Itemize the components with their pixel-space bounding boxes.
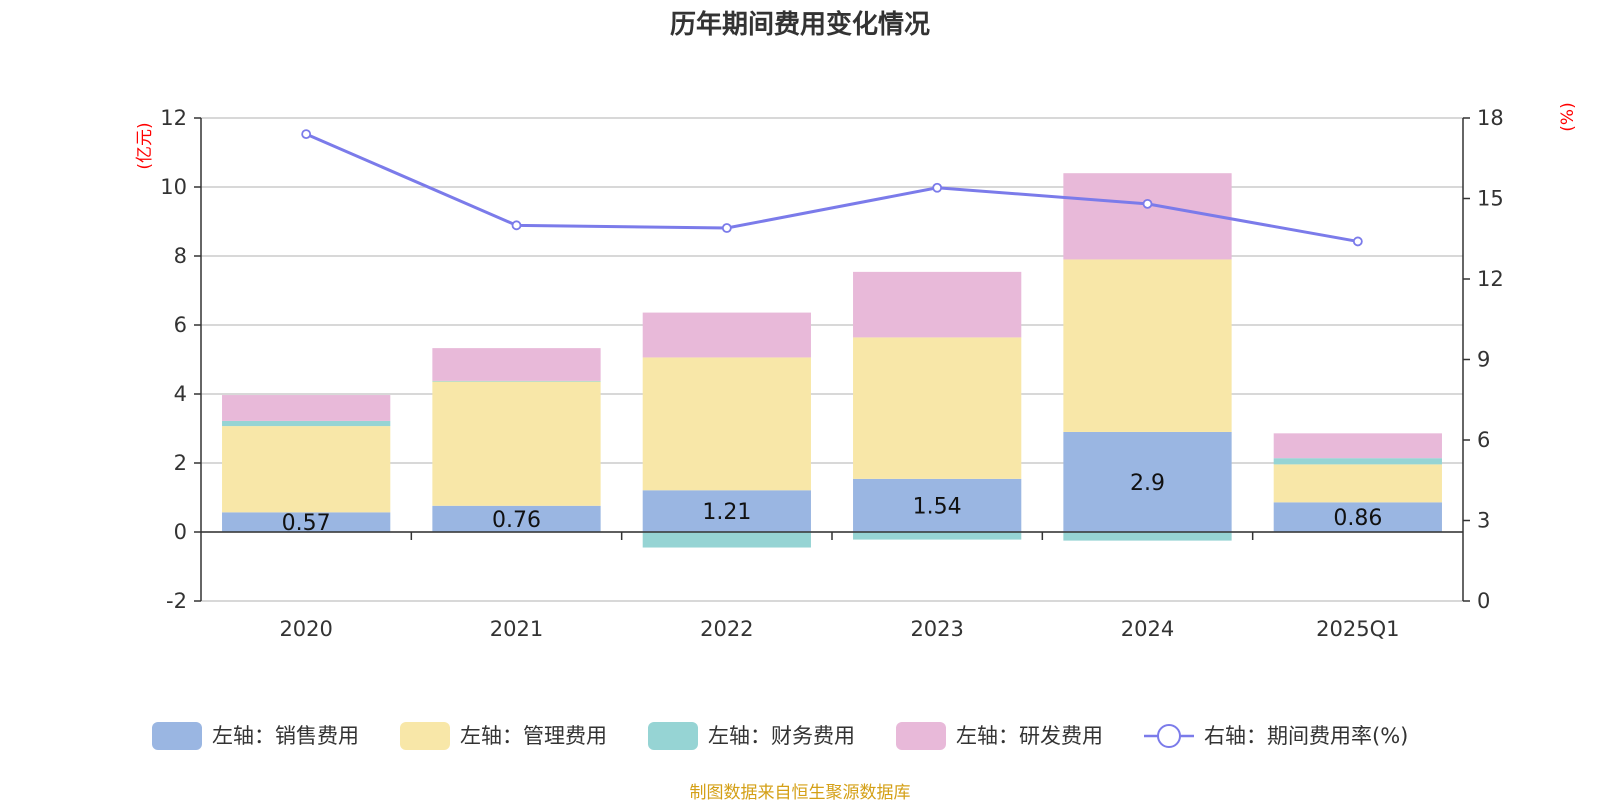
data-label: 2.9: [1130, 471, 1165, 496]
x-axis-tick-label: 2022: [700, 617, 753, 641]
bar-segment: [432, 380, 601, 382]
x-axis-tick-label: 2024: [1121, 617, 1174, 641]
legend-label: 左轴：管理费用: [460, 724, 607, 748]
legend-swatch: [152, 722, 202, 750]
bar-segment: [432, 348, 601, 381]
rate-point: [932, 182, 943, 193]
bar-segment: [222, 512, 391, 532]
chart-title: 历年期间费用变化情况: [669, 10, 930, 40]
bar-segment: [1273, 458, 1442, 465]
data-label: 0.76: [492, 508, 541, 533]
bar-segment: [1273, 502, 1442, 532]
bar-segment: [642, 532, 811, 548]
left-axis-tick-label: -2: [166, 589, 187, 613]
right-axis-tick-label: 0: [1477, 589, 1490, 613]
legend-swatch: [400, 722, 450, 750]
left-axis-tick-label: 12: [160, 106, 187, 130]
right-axis-tick-label: 12: [1477, 267, 1504, 291]
left-axis-tick-label: 6: [174, 313, 187, 337]
bar-segment: [1273, 464, 1442, 503]
bar-segment: [642, 312, 811, 358]
right-axis-unit: (%): [1558, 102, 1578, 131]
left-axis-tick-label: 2: [174, 451, 187, 475]
legend-swatch: [896, 722, 946, 750]
left-axis-tick-label: 8: [174, 244, 187, 268]
x-axis-tick-label: 2023: [910, 617, 963, 641]
bar-segment: [853, 271, 1022, 338]
data-label: 1.21: [702, 500, 751, 525]
bar-segment: [1063, 532, 1232, 541]
left-axis-tick-label: 0: [174, 520, 187, 544]
rate-line: [305, 132, 1359, 243]
bar-segment: [222, 395, 391, 421]
right-axis-tick-label: 15: [1477, 187, 1504, 211]
legend-label: 左轴：研发费用: [956, 724, 1103, 748]
left-axis-unit: (亿元): [135, 122, 155, 169]
legend-swatch: [648, 722, 698, 750]
left-axis-tick-label: 4: [174, 382, 187, 406]
bar-segment: [642, 357, 811, 491]
rate-point: [301, 129, 312, 140]
legend-label: 左轴：财务费用: [708, 724, 855, 748]
x-axis-tick-label: 2020: [279, 617, 332, 641]
source-footer: 制图数据来自恒生聚源数据库: [689, 783, 911, 803]
right-axis-tick-label: 6: [1477, 428, 1490, 452]
rate-point: [511, 220, 522, 231]
x-axis-tick-label: 2021: [490, 617, 543, 641]
rate-point: [1352, 236, 1363, 247]
bar-segment: [432, 381, 601, 506]
bar-segment: [853, 532, 1022, 540]
bar-segment: [1063, 259, 1232, 432]
x-axis-tick-label: 2025Q1: [1316, 617, 1399, 641]
bar-segment: [432, 505, 601, 532]
bar-segment: [1063, 173, 1232, 260]
bar-segment: [853, 478, 1022, 532]
data-label: 1.54: [913, 494, 962, 519]
right-axis-tick-label: 18: [1477, 106, 1504, 130]
bar-segment: [222, 426, 391, 513]
rate-point: [721, 223, 732, 233]
bar-segment: [1273, 433, 1442, 459]
bar-segment: [642, 490, 811, 532]
bar-segment: [853, 337, 1022, 479]
data-label: 0.86: [1333, 506, 1382, 531]
legend-label: 右轴：期间费用率(%): [1204, 724, 1408, 748]
legend-marker: [1157, 724, 1181, 748]
bar-segment: [222, 420, 391, 427]
rate-point: [1142, 198, 1153, 209]
right-axis-tick-label: 9: [1477, 348, 1490, 372]
left-axis-tick-label: 10: [160, 175, 187, 199]
legend-label: 左轴：销售费用: [212, 724, 359, 748]
right-axis-tick-label: 3: [1477, 509, 1490, 533]
bar-segment: [1063, 431, 1232, 532]
